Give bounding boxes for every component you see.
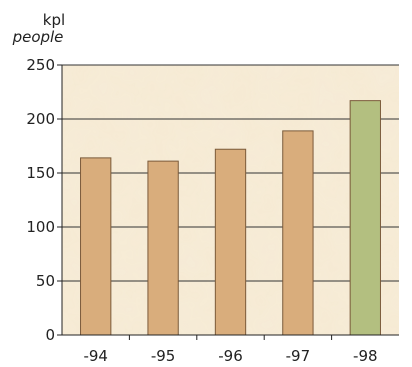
x-tick-label: -97: [286, 347, 311, 365]
y-tick-label: 250: [26, 56, 55, 74]
bar: [147, 160, 179, 336]
bar: [80, 157, 112, 336]
y-tick-label: 50: [36, 272, 55, 290]
y-tick-label: 0: [45, 326, 55, 344]
x-tick-label: -98: [353, 347, 378, 365]
x-axis: -94 -95 -96 -97 -98: [62, 334, 399, 365]
bar: [214, 148, 247, 336]
y-tick-label: 200: [26, 110, 55, 128]
unit-label-translation: people: [12, 28, 64, 46]
x-tick-label: -94: [83, 347, 108, 365]
y-axis: 0 50 100 150 200 250: [26, 56, 63, 344]
bar: [349, 100, 381, 336]
unit-label: kpl: [43, 11, 65, 29]
y-tick-label: 100: [26, 218, 55, 236]
x-tick-label: -95: [151, 347, 176, 365]
x-tick-label: -96: [218, 347, 243, 365]
bars: [80, 100, 381, 336]
bar: [282, 130, 314, 336]
y-tick-label: 150: [26, 164, 55, 182]
